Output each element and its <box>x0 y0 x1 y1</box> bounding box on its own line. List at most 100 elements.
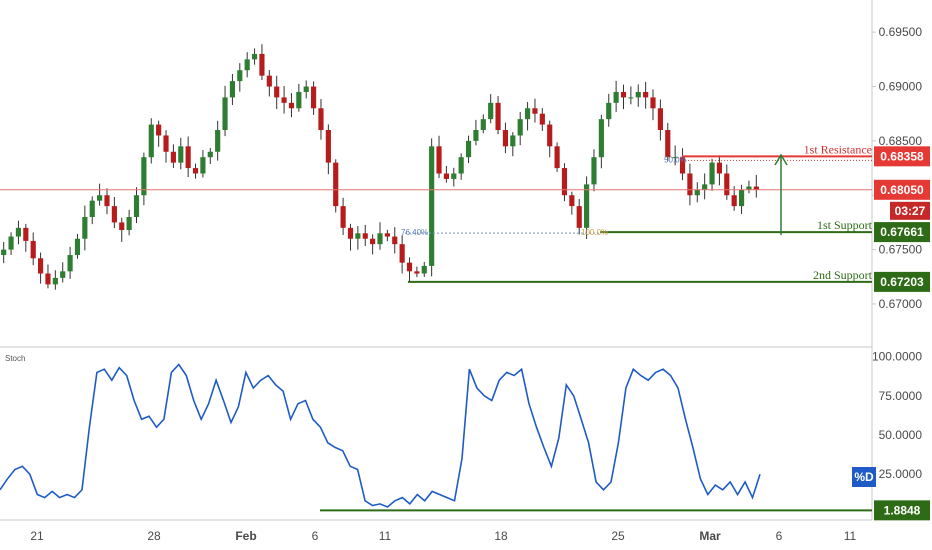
candle-body <box>598 119 604 158</box>
candle-body <box>561 168 568 196</box>
candle-body <box>355 233 361 239</box>
candle-body <box>746 186 752 190</box>
x-tick-label: 11 <box>379 529 392 543</box>
candle-body <box>8 236 14 250</box>
stoch-panel[interactable] <box>0 348 872 520</box>
price-y-tick: 0.67500 <box>879 243 923 257</box>
stoch-d-line <box>0 363 761 508</box>
candle-body <box>325 130 331 163</box>
candle-body <box>753 186 759 190</box>
candle-body <box>657 108 663 131</box>
candle-body <box>702 184 708 190</box>
price-panel[interactable] <box>0 0 872 346</box>
candle-body <box>200 157 206 174</box>
candle-body <box>679 157 686 174</box>
candle-body <box>185 146 191 169</box>
candle-body <box>613 91 619 103</box>
svg-text:03:27: 03:27 <box>895 204 926 218</box>
svg-text:0.68358: 0.68358 <box>880 149 924 163</box>
projection-arrow <box>774 153 788 235</box>
candle-body <box>539 113 545 125</box>
candle-body <box>517 119 523 136</box>
candle-body <box>74 238 81 256</box>
candle-body <box>133 195 140 217</box>
stoch-y-tick: 50.0000 <box>879 428 923 442</box>
support1-label: 1st Support <box>817 218 873 232</box>
x-tick-label: Mar <box>699 529 721 543</box>
candle-body <box>672 157 678 159</box>
candle-body <box>488 102 494 120</box>
candle-body <box>244 59 250 71</box>
x-tick-label: 6 <box>776 529 783 543</box>
resistance-label: 1st Resistance <box>804 142 872 156</box>
candle-body <box>207 151 213 158</box>
candle-body <box>45 273 51 285</box>
candle-body <box>377 233 383 245</box>
candle-body <box>30 240 36 259</box>
candle-body <box>451 173 457 179</box>
candle-body <box>421 265 427 274</box>
candle-body <box>97 195 103 201</box>
axis-layer: 0.695000.690000.685000.680000.675000.670… <box>30 25 922 543</box>
candle-body <box>738 189 745 207</box>
candle-body <box>119 222 125 231</box>
candle-body <box>665 130 671 158</box>
candle-body <box>215 130 221 152</box>
candle-body <box>510 135 516 147</box>
candle-body <box>141 157 147 196</box>
candle-body <box>532 108 538 114</box>
candle-body <box>731 195 737 207</box>
support1-price-tag: 0.67661 <box>874 222 930 243</box>
candle-body <box>67 255 73 272</box>
candle-body <box>23 227 29 241</box>
candle-body <box>362 233 368 239</box>
candle-body <box>333 162 339 207</box>
fib-50-label: 50.0% <box>664 155 687 164</box>
candle-body <box>716 162 722 174</box>
stoch-title: Stoch <box>5 354 25 363</box>
candle-body <box>465 140 472 158</box>
price-y-tick: 0.69500 <box>879 25 923 39</box>
candle-body <box>554 146 560 169</box>
candle-body <box>399 244 405 263</box>
resistance-price-tag: 0.68358 <box>874 146 930 167</box>
candle-body <box>524 108 531 120</box>
candle-body <box>495 102 501 131</box>
support2-price-tag: 0.67203 <box>874 271 930 292</box>
fib-100-label: 100.0% <box>581 228 608 237</box>
candle-body <box>222 97 228 131</box>
price-y-tick: 0.67000 <box>879 297 923 311</box>
x-tick-label: 18 <box>494 529 508 543</box>
fib-7640-label: 76.40% <box>401 228 428 237</box>
candle-body <box>584 184 590 228</box>
svg-text:1.8848: 1.8848 <box>884 503 921 517</box>
x-tick-label: 6 <box>312 529 319 543</box>
x-tick-label: 25 <box>611 529 625 543</box>
candle-body <box>347 227 354 239</box>
candle-body <box>628 97 634 99</box>
price-y-tick: 0.69000 <box>879 80 923 94</box>
candle-body <box>148 124 154 158</box>
stoch-value-tag: 1.8848 <box>874 500 930 521</box>
candle-body <box>89 200 95 217</box>
candle-body <box>502 130 509 147</box>
svg-text:0.68050: 0.68050 <box>880 183 924 197</box>
candle-body <box>178 146 184 163</box>
candle-body <box>643 91 649 98</box>
candle-body <box>436 146 442 174</box>
candle-body <box>281 97 287 103</box>
candle-body <box>60 271 66 278</box>
candle-body <box>694 189 700 196</box>
candle-body <box>82 216 88 239</box>
candle-body <box>443 173 449 179</box>
candle-body <box>251 53 258 60</box>
stoch-y-tick: 25.0000 <box>879 467 923 481</box>
price-layer <box>1 44 759 290</box>
stoch-layer <box>0 363 761 508</box>
candle-body <box>569 195 575 207</box>
svg-text:0.67661: 0.67661 <box>880 225 924 239</box>
x-tick-label: Feb <box>235 529 256 543</box>
candle-body <box>266 75 272 87</box>
